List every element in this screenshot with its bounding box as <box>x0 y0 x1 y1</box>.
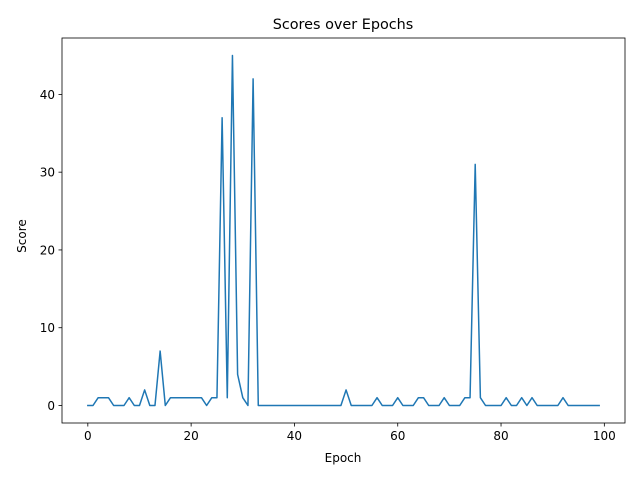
chart-title: Scores over Epochs <box>273 17 414 33</box>
x-axis-title: Epoch <box>325 451 362 465</box>
y-tick-label: 30 <box>40 166 55 180</box>
y-axis-title: Score <box>15 219 29 253</box>
y-tick-label: 10 <box>40 321 55 335</box>
axes-frame <box>61 37 626 424</box>
y-tick-label: 40 <box>40 88 55 102</box>
x-tick-label: 20 <box>183 429 198 443</box>
y-tick-label: 0 <box>47 399 55 413</box>
x-tick-label: 100 <box>593 429 616 443</box>
x-tick-label: 0 <box>84 429 92 443</box>
x-tick-label: 60 <box>390 429 405 443</box>
series-line-0 <box>87 54 600 407</box>
x-tick-label: 40 <box>287 429 302 443</box>
plot-area: 0 20 40 60 80 100 0 10 20 30 40 <box>40 37 626 443</box>
y-tick-label: 20 <box>40 243 55 257</box>
x-tick-label: 80 <box>493 429 508 443</box>
